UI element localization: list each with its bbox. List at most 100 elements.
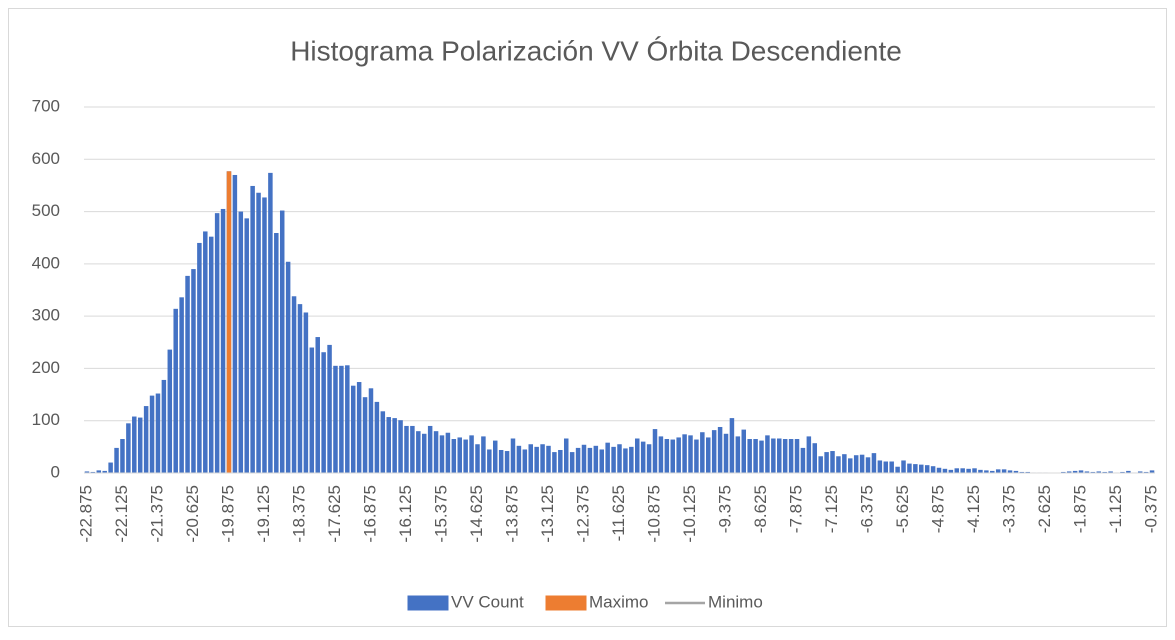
bar [782,439,788,473]
bar [771,438,776,473]
bar [84,471,90,473]
bar [978,469,983,473]
bar [635,438,640,473]
x-tick-label: -14.625 [467,485,486,543]
bar [552,452,557,473]
bar [374,401,380,473]
bar [794,439,800,473]
bar [445,432,451,473]
bar [421,433,427,473]
bar [812,443,818,473]
bar [404,425,409,473]
bar [563,438,569,473]
bar [546,445,551,473]
bar [930,466,936,473]
bar [558,449,563,473]
bar [1066,471,1072,473]
bar [463,439,468,473]
bar [1084,471,1090,473]
bar [723,433,729,473]
bar [676,437,681,473]
bar [907,463,912,473]
bar [262,197,267,473]
bar [1001,469,1007,473]
x-tick-label: -22.875 [76,485,95,543]
x-tick-label: -22.125 [112,485,131,543]
bar [741,429,747,473]
bar [753,439,758,473]
bar [1096,471,1102,473]
bar [664,439,670,473]
bar [605,442,610,473]
bar [386,417,391,473]
bar [694,439,699,473]
bar [995,469,1001,473]
bar [380,411,386,473]
bar [818,456,823,473]
bar [735,436,741,473]
bar [203,231,208,473]
bar [137,417,143,473]
bar [238,211,244,474]
bar [842,454,847,473]
bar [871,453,877,473]
bar [102,470,107,473]
y-tick-label: 600 [32,149,60,168]
bar [593,445,599,473]
bar [208,236,214,473]
bar [173,308,178,473]
bar [800,447,806,473]
bar [522,449,528,473]
bar [232,174,238,473]
bar [848,458,853,473]
x-tick-label: -0.375 [1142,485,1161,533]
bar [315,337,320,473]
bar [919,464,924,473]
bar [279,210,285,474]
bar [966,468,971,473]
x-tick-label: -13.125 [538,485,557,543]
bar [883,461,889,473]
bar [569,452,575,473]
bar [197,242,202,473]
legend-label: Minimo [708,592,763,611]
bar [889,461,894,473]
bar [368,388,374,473]
bar [303,312,309,473]
bar [1061,471,1066,473]
bar [700,432,705,473]
bar [185,275,190,473]
bar [362,397,368,473]
bar [291,296,297,473]
x-tick-label: -15.375 [431,485,450,543]
bar [865,457,871,473]
bar [599,449,604,473]
bar [581,444,587,473]
bar [339,365,344,473]
bar [256,192,261,473]
bar [250,185,255,474]
bar [120,439,125,473]
bar [806,436,812,473]
bar [960,468,965,473]
bar [646,444,652,473]
bar [658,436,664,473]
bar [706,437,711,473]
bar [670,439,676,473]
x-tick-label: -3.375 [1000,485,1019,533]
bar [954,468,960,473]
bar [948,469,954,473]
x-tick-label: -19.875 [218,485,237,543]
y-tick-label: 500 [32,201,60,220]
chart-title: Histograma Polarización VV Órbita Descen… [290,35,902,66]
bar [191,269,196,473]
bar [516,445,522,473]
bar [244,218,249,473]
bar [350,385,356,473]
legend-label: VV Count [451,592,524,611]
bar [587,447,593,473]
bar [936,467,942,473]
bar [1013,470,1019,473]
bar [540,444,545,473]
